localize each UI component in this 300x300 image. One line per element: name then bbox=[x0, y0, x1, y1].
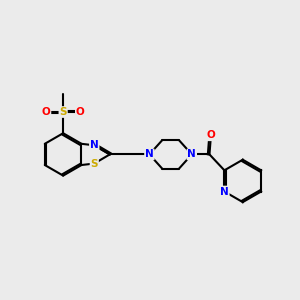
Text: S: S bbox=[59, 107, 67, 117]
Text: N: N bbox=[90, 140, 99, 150]
Text: O: O bbox=[76, 107, 85, 117]
Text: N: N bbox=[145, 149, 154, 159]
Text: S: S bbox=[91, 158, 98, 169]
Text: N: N bbox=[220, 187, 229, 196]
Text: O: O bbox=[207, 130, 215, 140]
Text: N: N bbox=[188, 149, 196, 159]
Text: O: O bbox=[42, 107, 50, 117]
